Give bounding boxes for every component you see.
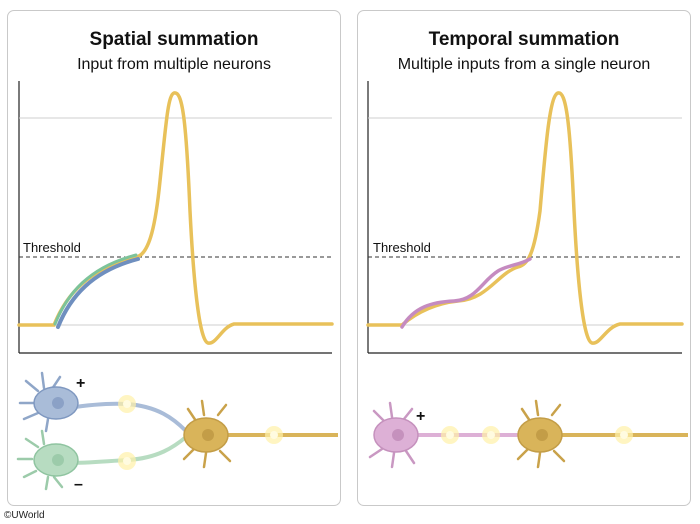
blue-presynaptic-neuron xyxy=(18,371,188,433)
copyright-notice: ©UWorld xyxy=(4,510,45,521)
excitatory-sign: + xyxy=(416,408,425,425)
spatial-summation-panel: Spatial summation Input from multiple ne… xyxy=(7,10,341,506)
postsynaptic-neuron xyxy=(182,399,338,469)
spatial-summation-graph: Threshold + – xyxy=(16,81,338,493)
temporal-summation-graph: Threshold + xyxy=(366,81,688,469)
panel-subtitle: Input from multiple neurons xyxy=(77,56,271,73)
panel-subtitle: Multiple inputs from a single neuron xyxy=(397,56,651,73)
temporal-summation-panel: Temporal summation Multiple inputs from … xyxy=(357,10,691,506)
pink-presynaptic-neuron xyxy=(368,401,528,469)
action-potential-curve xyxy=(366,91,684,345)
green-input-trace xyxy=(53,253,138,326)
synaptic-signal-glows xyxy=(118,395,283,470)
panel-title: Spatial summation xyxy=(89,29,259,50)
blue-input-trace xyxy=(56,257,140,329)
action-potential-curve xyxy=(17,91,334,345)
panel-title: Temporal summation xyxy=(428,29,620,50)
postsynaptic-neuron xyxy=(516,399,688,469)
synaptic-signal-glows xyxy=(441,426,633,444)
pink-input-trace xyxy=(400,257,532,329)
inhibitory-sign: – xyxy=(74,476,83,493)
green-presynaptic-neuron xyxy=(16,429,188,491)
excitatory-sign: + xyxy=(76,375,85,392)
threshold-label: Threshold xyxy=(23,240,81,255)
threshold-label: Threshold xyxy=(373,240,431,255)
